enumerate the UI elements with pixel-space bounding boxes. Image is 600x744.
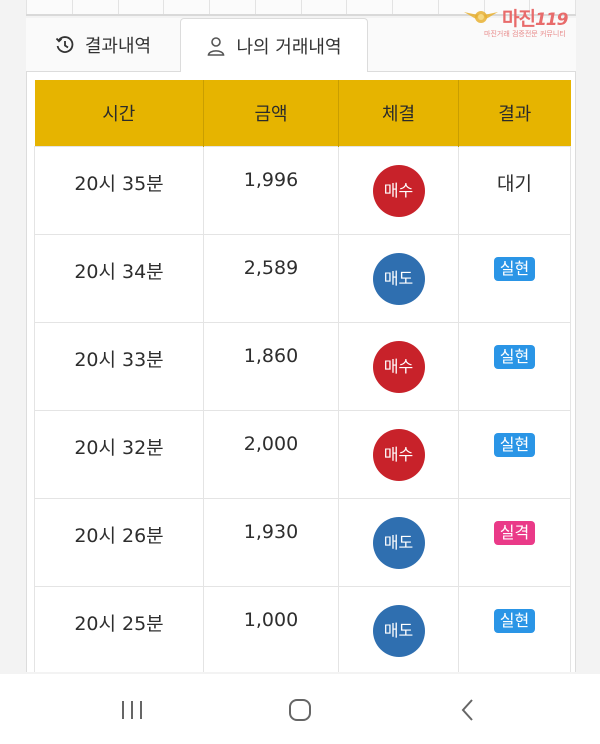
tab-results-label: 결과내역 [84,36,152,57]
cell-time: 20시 33분 [34,321,204,411]
cell-time: 20시 35분 [34,145,204,235]
sell-badge: 매도 [372,604,425,657]
header-trade: 체결 [338,80,459,146]
home-button[interactable] [280,696,320,724]
cell-amount: 1,930 [203,497,339,587]
system-navigation-bar [0,674,600,744]
table-row: 20시 34분 2,589 매도 실현 [34,233,571,323]
recent-apps-button[interactable] [112,696,152,724]
back-button[interactable] [448,696,488,724]
result-pending-text: 대기 [497,172,532,195]
watermark-logo: 마진119 마진거래 검증전문 커뮤니티 [462,2,592,42]
cell-result: 실현 [458,321,571,411]
trade-history-table: 시간 금액 체결 결과 20시 35분 1,996 매수 대기 20시 34분 2,589… [34,80,571,672]
cell-time: 20시 34분 [34,233,204,323]
cell-amount: 1,000 [203,585,339,672]
cell-result: 실현 [458,409,571,499]
home-icon [289,699,311,721]
result-realized-badge: 실현 [493,432,536,457]
watermark-brand: 마진119 [502,8,568,30]
cell-time: 20시 25분 [34,585,204,672]
buy-badge: 매수 [372,340,425,393]
result-realized-badge: 실현 [493,608,536,633]
table-row: 20시 33분 1,860 매수 실현 [34,321,571,411]
header-amount: 금액 [203,80,339,146]
table-row: 20시 32분 2,000 매수 실현 [34,409,571,499]
cell-amount: 2,000 [203,409,339,499]
cell-time: 20시 26분 [34,497,204,587]
table-header-row: 시간 금액 체결 결과 [34,80,571,146]
cell-amount: 2,589 [203,233,339,323]
cell-result: 실현 [458,233,571,323]
result-realized-badge: 실현 [493,256,536,281]
history-icon [55,36,74,53]
cell-result: 실현 [458,585,571,672]
header-time: 시간 [34,80,204,146]
previous-grid-edge [26,0,576,16]
table-row: 20시 25분 1,000 매도 실현 [34,585,571,672]
cell-trade: 매수 [338,145,459,235]
header-result: 결과 [458,80,571,146]
cell-trade: 매수 [338,409,459,499]
cell-trade: 매수 [338,321,459,411]
table-row: 20시 35분 1,996 매수 대기 [34,145,571,235]
cell-trade: 매도 [338,497,459,587]
cell-result: 실격 [458,497,571,587]
cell-trade: 매도 [338,585,459,672]
recent-apps-icon [122,701,142,719]
wings-emblem-icon [464,11,498,23]
cell-trade: 매도 [338,233,459,323]
trade-history-panel: 시간 금액 체결 결과 20시 35분 1,996 매수 대기 20시 34분 2,589… [26,72,576,672]
cell-result: 대기 [458,145,571,235]
watermark-tagline: 마진거래 검증전문 커뮤니티 [484,30,566,38]
result-realized-badge: 실현 [493,344,536,369]
cell-amount: 1,860 [203,321,339,411]
result-failed-badge: 실격 [493,520,536,545]
tab-bar: 결과내역 나의 거래내역 [26,18,576,73]
back-icon [461,699,473,721]
buy-badge: 매수 [372,164,425,217]
user-icon [208,36,225,56]
tab-my-trades-label: 나의 거래내역 [236,36,342,58]
buy-badge: 매수 [372,428,425,481]
cell-amount: 1,996 [203,145,339,235]
sell-badge: 매도 [372,516,425,569]
cell-time: 20시 32분 [34,409,204,499]
tab-my-trades[interactable]: 나의 거래내역 [180,18,368,73]
sell-badge: 매도 [372,252,425,305]
table-row: 20시 26분 1,930 매도 실격 [34,497,571,587]
tab-results-history[interactable]: 결과내역 [26,18,180,72]
